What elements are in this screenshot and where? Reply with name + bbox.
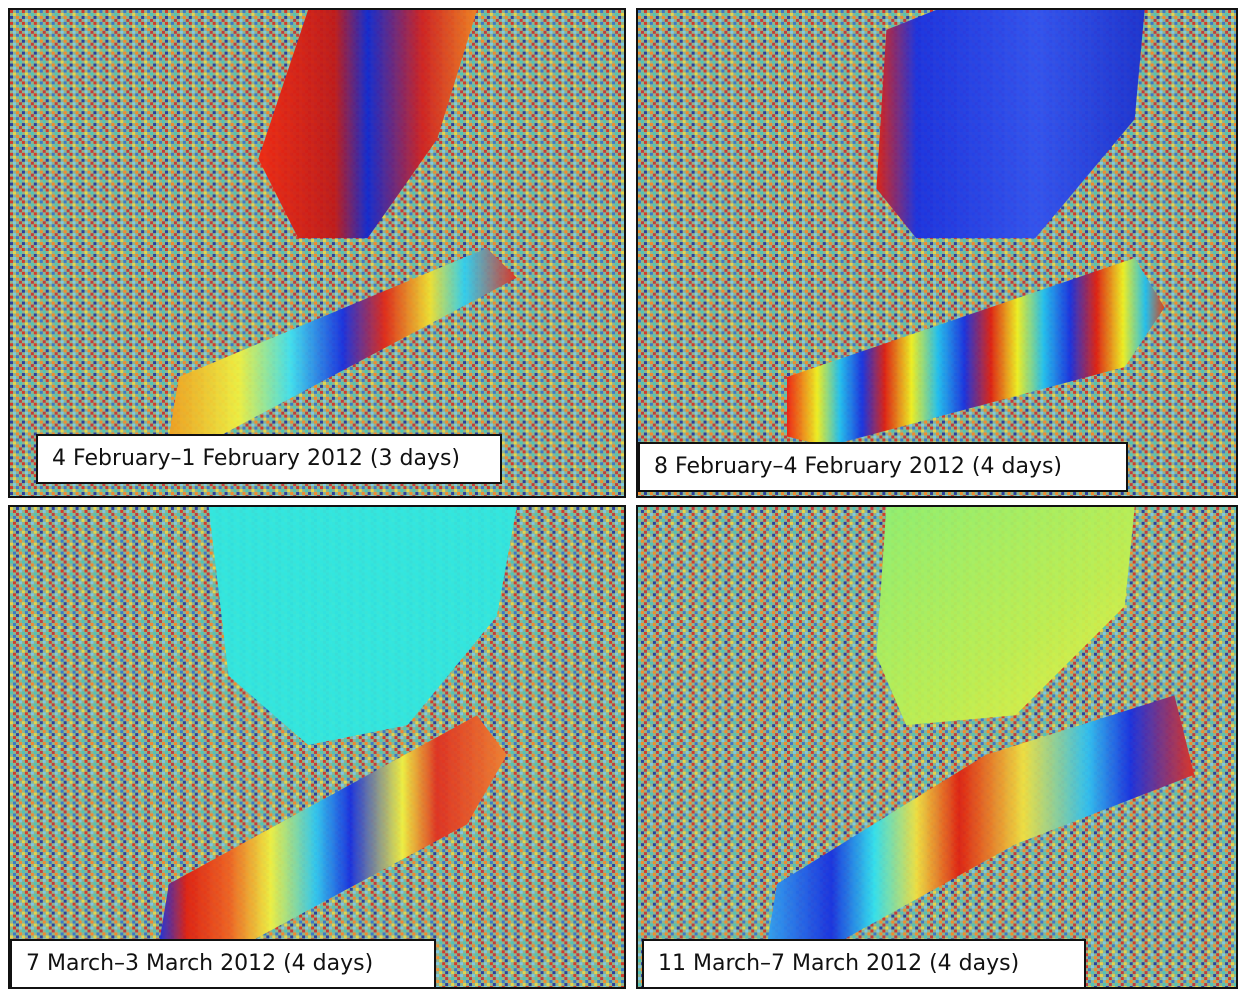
interferogram-image-4 [638,507,1236,987]
panel-caption-2: 8 February–4 February 2012 (4 days) [638,442,1128,492]
panel-caption-4: 11 March–7 March 2012 (4 days) [642,939,1086,987]
interferogram-image-1 [10,10,624,496]
panel-caption-3: 7 March–3 March 2012 (4 days) [10,939,436,987]
panel-caption-1: 4 February–1 February 2012 (3 days) [36,434,502,484]
interferogram-panel-1: 4 February–1 February 2012 (3 days) [8,8,626,498]
interferogram-panel-4: 11 March–7 March 2012 (4 days) [636,505,1238,989]
interferogram-image-2 [638,10,1236,496]
interferogram-panel-3: 7 March–3 March 2012 (4 days) [8,505,626,989]
interferogram-image-3 [10,507,624,987]
interferogram-panel-2: 8 February–4 February 2012 (4 days) [636,8,1238,498]
